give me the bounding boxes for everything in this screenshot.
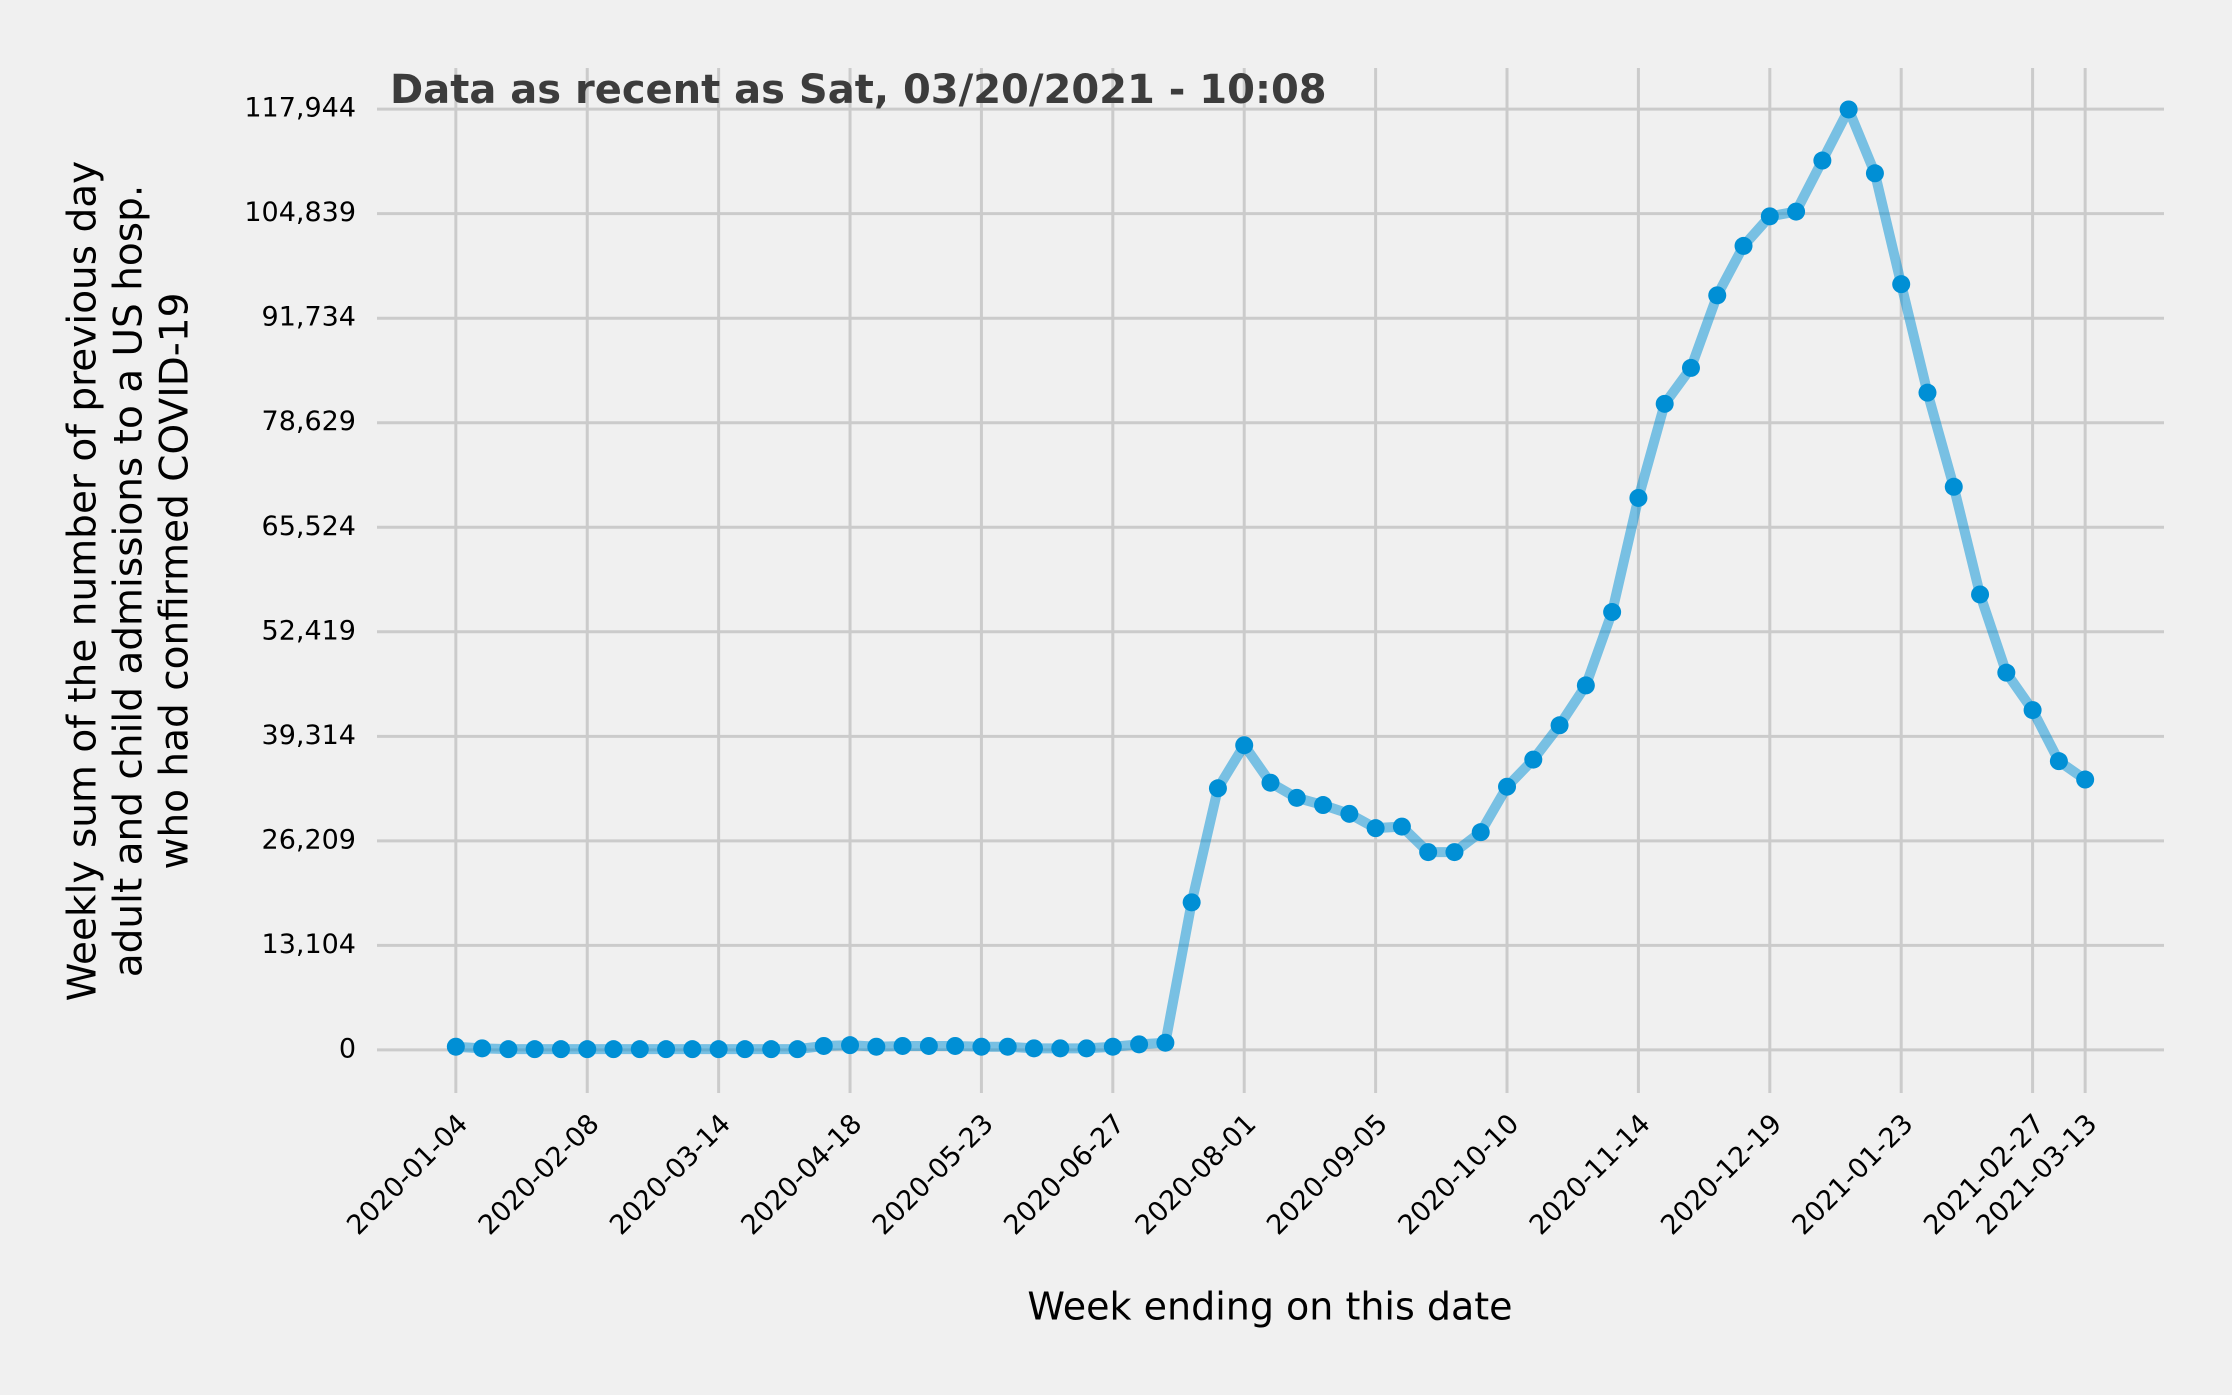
data-point	[893, 1036, 912, 1055]
y-tick-label: 0	[339, 1033, 356, 1064]
data-point	[1524, 750, 1543, 769]
data-point	[1024, 1039, 1043, 1058]
data-point	[525, 1040, 544, 1059]
y-axis-label: adult and child admissions to a US hosp.	[107, 185, 152, 978]
data-point	[788, 1040, 807, 1059]
data-point	[1156, 1033, 1175, 1052]
data-point	[814, 1036, 833, 1055]
data-point	[1287, 788, 1306, 807]
data-point	[1314, 796, 1333, 815]
data-point	[1261, 773, 1280, 792]
data-point	[1760, 207, 1779, 226]
data-point	[735, 1040, 754, 1059]
y-tick-label: 13,104	[262, 929, 356, 960]
data-point	[1865, 164, 1884, 183]
y-tick-label: 78,629	[262, 406, 356, 437]
data-point	[762, 1040, 781, 1059]
y-tick-label: 104,839	[244, 197, 356, 228]
data-point	[972, 1037, 991, 1056]
data-point	[1787, 202, 1806, 221]
data-point	[841, 1036, 860, 1055]
data-point	[604, 1040, 623, 1059]
data-point	[1130, 1035, 1149, 1054]
y-tick-label: 39,314	[262, 720, 356, 751]
data-point	[867, 1037, 886, 1056]
data-point	[1471, 823, 1490, 842]
data-point	[1839, 100, 1858, 119]
data-point	[1340, 804, 1359, 823]
data-point	[630, 1040, 649, 1059]
data-point	[657, 1040, 676, 1059]
y-tick-label: 52,419	[262, 615, 356, 646]
data-point	[1208, 779, 1227, 798]
data-point	[1603, 603, 1622, 622]
data-point	[1392, 817, 1411, 836]
data-point	[446, 1037, 465, 1056]
data-point	[2076, 770, 2095, 789]
x-axis-label: Week ending on this date	[1027, 1285, 1512, 1329]
y-axis-label: who had confirmed COVID-19	[153, 293, 198, 870]
data-point	[1892, 275, 1911, 294]
data-point	[1103, 1037, 1122, 1056]
data-point	[1419, 843, 1438, 862]
data-point	[2049, 752, 2068, 771]
data-point	[709, 1040, 728, 1059]
data-point	[2023, 701, 2042, 720]
data-point	[1182, 893, 1201, 912]
data-point	[1944, 477, 1963, 496]
data-point	[1655, 394, 1674, 413]
data-point	[1629, 488, 1648, 507]
data-point	[1813, 151, 1832, 170]
chart-title: Data as recent as Sat, 03/20/2021 - 10:0…	[390, 67, 1327, 113]
data-point	[1681, 358, 1700, 377]
data-point	[1918, 383, 1937, 402]
data-point	[1997, 663, 2016, 682]
data-point	[473, 1039, 492, 1058]
data-point	[1498, 777, 1517, 796]
data-point	[1576, 676, 1595, 695]
data-point	[946, 1036, 965, 1055]
data-point	[919, 1036, 938, 1055]
data-point	[1734, 236, 1753, 255]
data-point	[683, 1040, 702, 1059]
y-tick-label: 65,524	[262, 511, 356, 542]
y-tick-label: 117,944	[244, 93, 356, 124]
data-point	[1708, 286, 1727, 305]
y-axis-label: Weekly sum of the number of previous day	[61, 161, 106, 1001]
data-point	[998, 1037, 1017, 1056]
data-point	[1550, 716, 1569, 735]
data-point	[1445, 843, 1464, 862]
data-point	[1971, 585, 1990, 604]
data-point	[551, 1040, 570, 1059]
data-point	[499, 1040, 518, 1059]
data-point	[1235, 736, 1254, 755]
data-point	[578, 1040, 597, 1059]
data-point	[1077, 1039, 1096, 1058]
y-tick-label: 26,209	[262, 824, 356, 855]
data-point	[1051, 1039, 1070, 1058]
y-tick-label: 91,734	[262, 302, 356, 333]
data-point	[1366, 819, 1385, 838]
